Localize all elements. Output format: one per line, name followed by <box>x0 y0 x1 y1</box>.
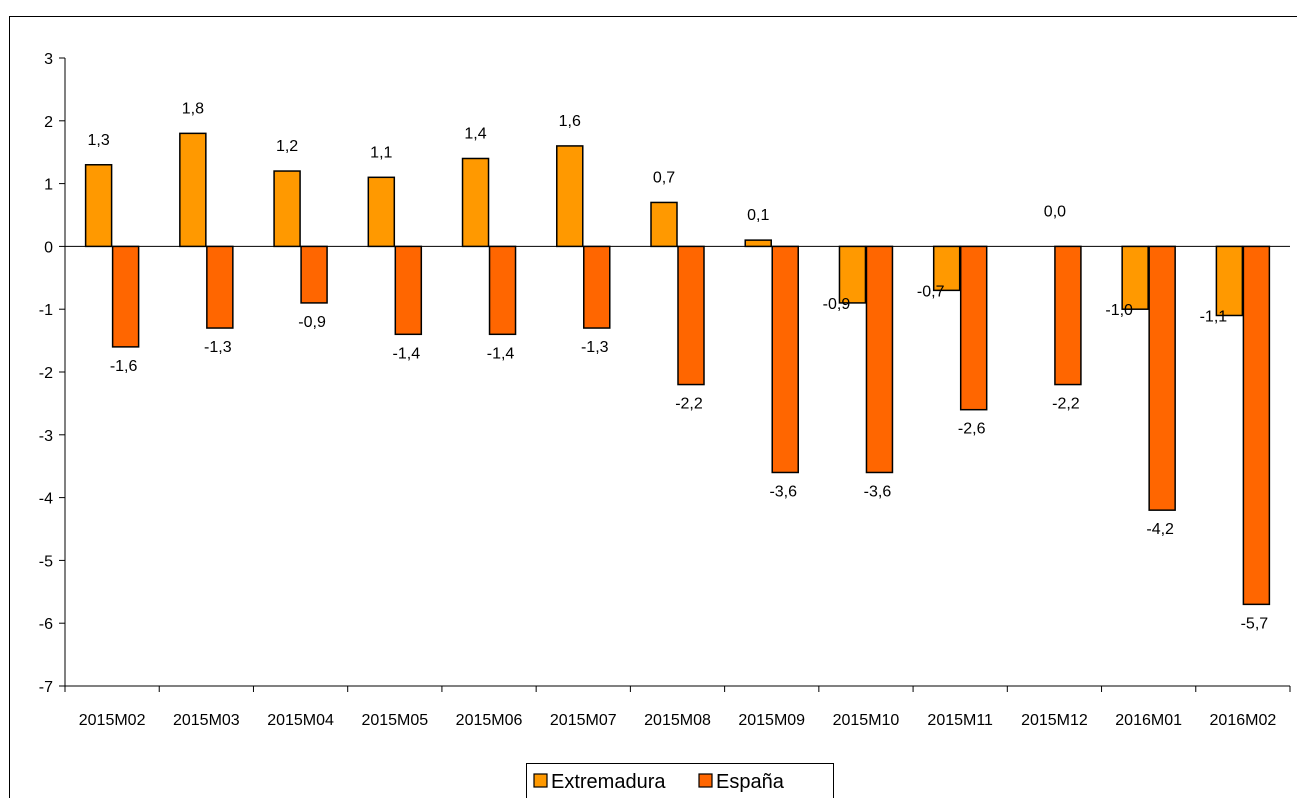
x-tick-label: 2015M06 <box>456 712 523 729</box>
data-label-espana: -1,3 <box>581 339 609 356</box>
data-label-extremadura: -1,0 <box>1105 302 1133 319</box>
data-label-espana: -0,9 <box>298 314 326 331</box>
data-label-extremadura: 1,8 <box>182 100 204 117</box>
bar-espana <box>1243 246 1269 604</box>
legend-swatch-espana <box>699 774 712 787</box>
data-label-extremadura: 0,7 <box>653 169 675 186</box>
y-tick-label: -3 <box>39 428 53 445</box>
x-tick-label: 2015M03 <box>173 712 240 729</box>
data-label-espana: -1,6 <box>110 358 138 375</box>
bar-espana <box>1055 246 1081 384</box>
bar-espana <box>866 246 892 472</box>
data-label-espana: -1,3 <box>204 339 232 356</box>
legend-label-espana: España <box>716 771 785 793</box>
x-tick-label: 2015M05 <box>361 712 428 729</box>
y-tick-label: -5 <box>39 553 53 570</box>
bar-espana <box>207 246 233 328</box>
data-label-extremadura: 0,1 <box>747 207 769 224</box>
data-label-extremadura: 1,6 <box>559 113 581 130</box>
data-label-espana: -2,2 <box>1052 396 1080 413</box>
bar-espana <box>1149 246 1175 510</box>
legend: Extremadura España <box>527 764 834 799</box>
bar-espana <box>961 246 987 409</box>
bar-espana <box>678 246 704 384</box>
legend-swatch-extremadura <box>534 774 547 787</box>
data-label-extremadura: -0,7 <box>917 283 945 300</box>
x-tick-label: 2015M10 <box>833 712 900 729</box>
bar-espana <box>395 246 421 334</box>
data-label-espana: -4,2 <box>1146 521 1174 538</box>
data-label-extremadura: 1,3 <box>87 132 109 149</box>
y-tick-label: -2 <box>39 365 53 382</box>
bar-espana <box>584 246 610 328</box>
x-tick-label: 2015M04 <box>267 712 334 729</box>
data-label-espana: -5,7 <box>1241 615 1269 632</box>
x-tick-label: 2015M07 <box>550 712 617 729</box>
x-tick-label: 2015M12 <box>1021 712 1088 729</box>
data-label-extremadura: 1,1 <box>370 144 392 161</box>
bar-extremadura <box>1216 246 1242 315</box>
bar-extremadura <box>180 133 206 246</box>
data-label-espana: -2,2 <box>675 396 703 413</box>
x-tick-label: 2016M02 <box>1210 712 1277 729</box>
bar-espana <box>490 246 516 334</box>
bar-extremadura <box>368 177 394 246</box>
x-tick-label: 2016M01 <box>1115 712 1182 729</box>
bar-espana <box>772 246 798 472</box>
legend-label-extremadura: Extremadura <box>551 771 666 793</box>
y-tick-label: 3 <box>44 51 53 68</box>
data-label-espana: -1,4 <box>393 345 421 362</box>
bar-extremadura <box>745 240 771 246</box>
y-tick-label: -1 <box>39 302 53 319</box>
data-label-extremadura: 1,4 <box>464 125 486 142</box>
bar-extremadura <box>557 146 583 246</box>
y-tick-label: 0 <box>44 239 53 256</box>
y-tick-label: -7 <box>39 679 53 696</box>
bar-extremadura <box>651 202 677 246</box>
data-label-extremadura: -1,1 <box>1200 308 1228 325</box>
data-label-espana: -1,4 <box>487 345 515 362</box>
x-tick-label: 2015M11 <box>927 712 993 729</box>
bar-extremadura <box>86 165 112 247</box>
bar-extremadura <box>274 171 300 246</box>
x-tick-label: 2015M08 <box>644 712 711 729</box>
x-tick-label: 2015M02 <box>79 712 146 729</box>
x-tick-label: 2015M09 <box>738 712 805 729</box>
y-tick-label: -4 <box>39 491 53 508</box>
data-label-espana: -3,6 <box>769 483 797 500</box>
bar-espana <box>301 246 327 303</box>
y-tick-label: 2 <box>44 114 53 131</box>
y-tick-label: -6 <box>39 616 53 633</box>
data-label-espana: -2,6 <box>958 421 986 438</box>
data-label-espana: -3,6 <box>864 483 892 500</box>
data-label-extremadura: 0,0 <box>1044 203 1066 220</box>
bar-extremadura <box>463 158 489 246</box>
data-label-extremadura: 1,2 <box>276 138 298 155</box>
bar-extremadura <box>839 246 865 303</box>
y-tick-label: 1 <box>44 177 53 194</box>
bar-extremadura <box>1122 246 1148 309</box>
data-label-extremadura: -0,9 <box>823 296 851 313</box>
bar-espana <box>113 246 139 346</box>
